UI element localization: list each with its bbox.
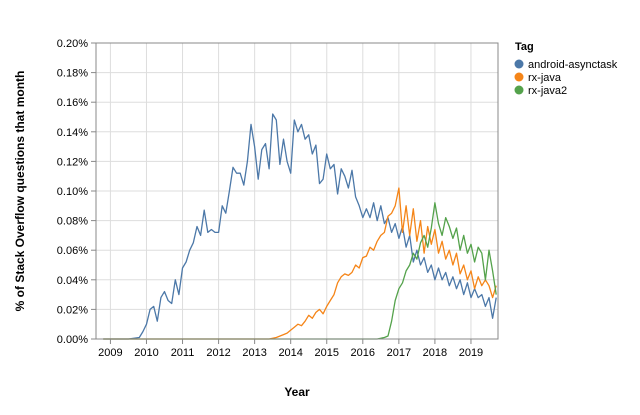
y-tick-label: 0.06% <box>57 245 88 257</box>
y-tick-label: 0.10% <box>57 186 88 198</box>
y-axis-title: % of Stack Overflow questions that month <box>13 71 27 312</box>
x-axis-title: Year <box>284 385 310 399</box>
y-tick-label: 0.08% <box>57 216 88 228</box>
series-line-rx-java2 <box>103 202 497 340</box>
x-axis: 2009 2010 2011 2012 2013 2014 2015 2016 2017 2018… <box>98 339 483 359</box>
y-tick-label: 0.16% <box>57 97 88 109</box>
series-line-rx-java <box>103 187 497 340</box>
x-tick-label: 2015 <box>315 347 339 359</box>
y-tick-label: 0.00% <box>57 334 88 346</box>
legend-label: android-asynctask <box>528 59 618 71</box>
y-tick-label: 0.14% <box>57 127 88 139</box>
grid <box>96 42 498 340</box>
series-line-android-asynctask <box>103 113 497 340</box>
x-tick-label: 2013 <box>242 347 266 359</box>
y-tick-label: 0.04% <box>57 275 88 287</box>
series-lines <box>103 113 497 340</box>
y-axis: 0.00% 0.02% 0.04% 0.06% 0.08% 0.10% 0.12% 0.14%… <box>57 38 96 346</box>
x-tick-label: 2012 <box>206 347 230 359</box>
x-tick-label: 2019 <box>459 347 483 359</box>
legend-label: rx-java2 <box>528 85 567 97</box>
legend-swatch <box>514 59 524 69</box>
y-tick-label: 0.12% <box>57 156 88 168</box>
x-tick-label: 2016 <box>351 347 375 359</box>
y-tick-label: 0.20% <box>57 38 88 50</box>
x-tick-label: 2010 <box>134 347 158 359</box>
x-tick-label: 2017 <box>387 347 411 359</box>
y-tick-label: 0.02% <box>57 304 88 316</box>
legend-title: Tag <box>515 41 534 53</box>
legend-swatch <box>514 85 524 95</box>
legend-swatch <box>514 72 524 82</box>
y-tick-label: 0.18% <box>57 68 88 80</box>
x-tick-label: 2018 <box>423 347 447 359</box>
legend-label: rx-java <box>528 72 562 84</box>
x-tick-label: 2009 <box>98 347 122 359</box>
x-tick-label: 2014 <box>278 347 302 359</box>
x-tick-label: 2011 <box>171 347 195 359</box>
